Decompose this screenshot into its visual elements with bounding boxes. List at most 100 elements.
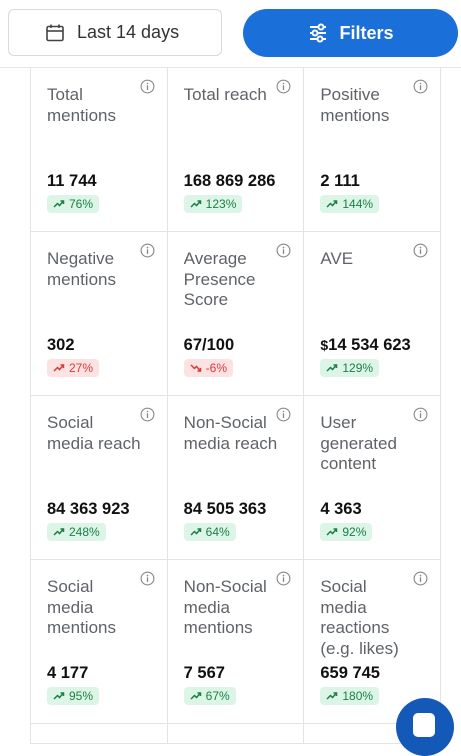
info-icon[interactable] xyxy=(276,243,291,258)
change-badge: -6% xyxy=(183,359,234,377)
info-icon[interactable] xyxy=(276,571,291,586)
change-value: 92% xyxy=(342,525,367,539)
metric-value-text: 4 177 xyxy=(47,664,89,682)
info-icon[interactable] xyxy=(276,79,291,94)
metric-value: 4 177 xyxy=(47,664,88,683)
metric-value: 659 745 xyxy=(320,664,380,683)
change-value: 95% xyxy=(69,689,94,703)
metric-value-text: 2 111 xyxy=(320,172,360,190)
change-badge: 248% xyxy=(47,523,106,541)
metric-card-user-generated-content[interactable]: User generated content 4 363 92% xyxy=(304,396,442,559)
metric-label: Social media reactions (e.g. likes) xyxy=(320,577,399,658)
top-bar: Last 14 days Filters xyxy=(0,0,461,68)
trend-up-icon xyxy=(53,527,65,537)
info-icon[interactable] xyxy=(413,407,428,422)
change-value: 129% xyxy=(342,361,374,375)
metric-card-total-mentions[interactable]: Total mentions 11 744 76% xyxy=(31,68,168,231)
metrics-row-partial xyxy=(31,724,442,744)
metric-card-social-media-reactions-e-g-likes[interactable]: Social media reactions (e.g. likes) 659 7… xyxy=(304,560,442,723)
metrics-row: Negative mentions 302 27% Average Presence … xyxy=(31,232,442,396)
change-value: 76% xyxy=(69,197,94,211)
change-badge: 92% xyxy=(320,523,373,541)
change-badge: 95% xyxy=(47,687,100,705)
change-badge: 76% xyxy=(47,195,100,213)
metric-value-text: 14 534 623 xyxy=(328,336,411,354)
sliders-icon xyxy=(310,23,327,43)
change-value: -6% xyxy=(205,361,228,375)
chat-icon xyxy=(413,713,435,737)
change-value: 248% xyxy=(69,525,100,539)
trend-up-icon xyxy=(326,199,338,209)
info-icon[interactable] xyxy=(413,79,428,94)
info-icon[interactable] xyxy=(413,571,428,586)
metric-value-text: 84 363 923 xyxy=(47,500,130,518)
change-value: 67% xyxy=(205,689,230,703)
metric-card-social-media-mentions[interactable]: Social media mentions 4 177 95% xyxy=(31,560,168,723)
metrics-grid: Total mentions 11 744 76% Total reach 168 86… xyxy=(30,68,442,744)
metric-label: User generated content xyxy=(320,413,397,473)
metric-value-text: 659 745 xyxy=(320,664,380,682)
metric-value: $14 534 623 xyxy=(320,336,410,355)
metric-card-partial[interactable] xyxy=(31,724,168,743)
metric-value: 302 xyxy=(47,336,75,355)
metric-value: 168 869 286 xyxy=(184,172,276,191)
filters-button[interactable]: Filters xyxy=(243,9,458,57)
metric-card-social-media-reach[interactable]: Social media reach 84 363 923 248% xyxy=(31,396,168,559)
change-value: 27% xyxy=(69,361,94,375)
metric-label: Non-Social media mentions xyxy=(183,577,267,637)
metric-value-text: 67/100 xyxy=(183,336,235,354)
info-icon[interactable] xyxy=(140,571,155,586)
change-value: 64% xyxy=(205,525,230,539)
change-value: 123% xyxy=(205,197,237,211)
metric-card-total-reach[interactable]: Total reach 168 869 286 123% xyxy=(168,68,305,231)
info-icon[interactable] xyxy=(140,243,155,258)
trend-up-icon xyxy=(53,363,65,373)
metric-value: 67/100 xyxy=(184,336,234,355)
metric-label: Negative mentions xyxy=(47,249,116,289)
trend-up-icon xyxy=(53,691,65,701)
metric-value: 7 567 xyxy=(184,664,225,683)
metric-label: Social media mentions xyxy=(47,577,116,637)
metrics-row: Social media mentions 4 177 95% Non-Social … xyxy=(31,560,442,724)
metric-value: 84 363 923 xyxy=(47,500,130,519)
trend-up-icon xyxy=(326,527,338,537)
filters-label: Filters xyxy=(339,22,394,43)
metric-value-text: 7 567 xyxy=(183,664,225,682)
info-icon[interactable] xyxy=(140,79,155,94)
metric-label: Non-Social media reach xyxy=(183,413,278,453)
trend-up-icon xyxy=(326,691,338,701)
change-value: 180% xyxy=(342,689,374,703)
calendar-icon xyxy=(46,24,64,41)
metric-label: Positive mentions xyxy=(320,85,390,125)
change-badge: 129% xyxy=(320,359,380,377)
metric-value-text: 168 869 286 xyxy=(183,172,276,190)
change-badge: 27% xyxy=(47,359,100,377)
metric-label: Social media reach xyxy=(47,413,141,453)
change-badge: 64% xyxy=(183,523,236,541)
chat-button[interactable] xyxy=(396,698,454,756)
change-badge: 67% xyxy=(183,687,236,705)
metric-value-text: 4 363 xyxy=(320,500,362,518)
metric-value-text: 302 xyxy=(47,336,75,354)
metric-card-partial[interactable] xyxy=(168,724,305,743)
currency-symbol: $ xyxy=(320,337,329,353)
info-icon[interactable] xyxy=(276,407,291,422)
metric-card-non-social-media-mentions[interactable]: Non-Social media mentions 7 567 67% xyxy=(168,560,305,723)
date-range-label: Last 14 days xyxy=(77,22,180,42)
metric-card-non-social-media-reach[interactable]: Non-Social media reach 84 505 363 64% xyxy=(168,396,305,559)
info-icon[interactable] xyxy=(140,407,155,422)
metric-label: Average Presence Score xyxy=(183,249,256,309)
metrics-row: Social media reach 84 363 923 248% Non-Soci… xyxy=(31,396,442,560)
trend-down-icon xyxy=(190,363,202,373)
metric-card-ave[interactable]: AVE $14 534 623 129% xyxy=(304,232,442,395)
metric-value: 11 744 xyxy=(47,172,97,191)
date-range-button[interactable]: Last 14 days xyxy=(8,9,222,56)
metric-value: 2 111 xyxy=(320,172,359,191)
metric-card-average-presence-score[interactable]: Average Presence Score 67/100 -6% xyxy=(168,232,305,395)
trend-up-icon xyxy=(190,199,202,209)
info-icon[interactable] xyxy=(413,243,428,258)
metric-card-negative-mentions[interactable]: Negative mentions 302 27% xyxy=(31,232,168,395)
metric-card-positive-mentions[interactable]: Positive mentions 2 111 144% xyxy=(304,68,442,231)
metric-value-text: 11 744 xyxy=(47,172,97,190)
trend-up-icon xyxy=(190,691,202,701)
